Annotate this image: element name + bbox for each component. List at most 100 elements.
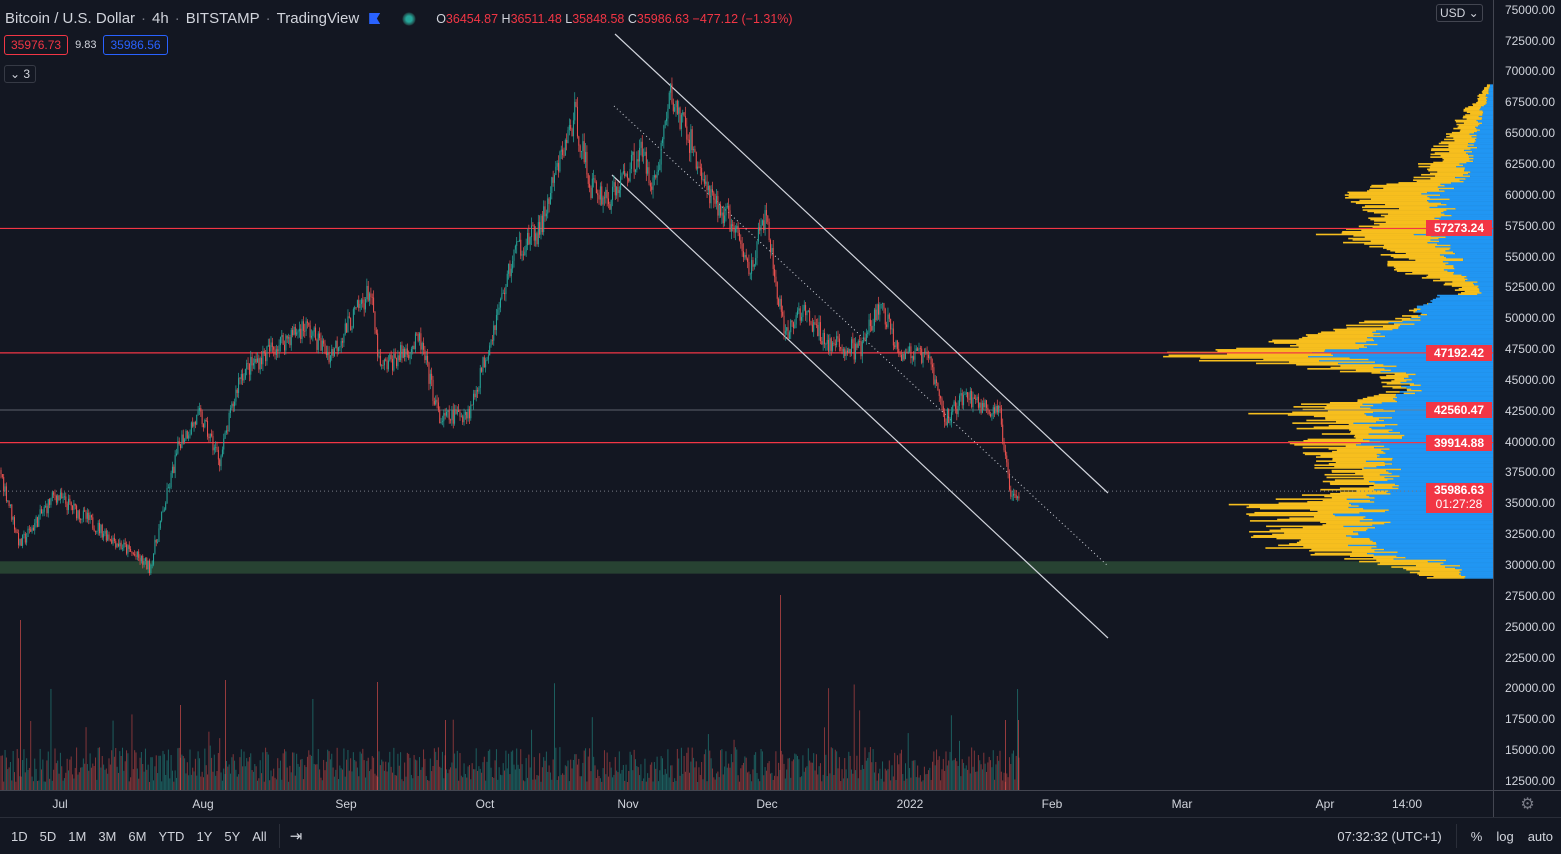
volume-profile-bar (1451, 214, 1493, 217)
volume-bar (109, 764, 111, 790)
volume-profile-bar (1476, 134, 1493, 137)
volume-bar (240, 749, 242, 790)
price-chart[interactable] (0, 0, 1493, 790)
candle-body (664, 121, 666, 126)
candle-body (826, 339, 828, 344)
candle-body (176, 453, 177, 456)
volume-profile-bar (1402, 320, 1493, 323)
volume-bar (374, 773, 376, 790)
candle-body (531, 225, 533, 238)
clock[interactable]: 07:32:32 (UTC+1) (1337, 828, 1442, 844)
auto-toggle[interactable]: auto (1527, 828, 1553, 844)
volume-profile-bar (1445, 236, 1493, 238)
candle-body (589, 183, 591, 188)
range-button-ytd[interactable]: YTD (158, 828, 185, 844)
candle-body (512, 260, 514, 269)
settings-gear-icon[interactable]: ⚙ (1493, 790, 1561, 817)
volume-bar (173, 781, 175, 790)
volume-profile-bar (1383, 244, 1451, 247)
volume-bar (743, 762, 744, 790)
volume-bar (876, 780, 878, 790)
candle-body (119, 542, 121, 547)
volume-bar (814, 770, 816, 790)
buy-button[interactable]: 35986.56 (103, 35, 168, 55)
range-button-3m[interactable]: 3M (98, 828, 117, 844)
candle-body (945, 421, 947, 426)
candle-body (317, 333, 319, 350)
volume-bar (986, 771, 987, 790)
candle-body (279, 337, 281, 346)
candle-body (586, 152, 588, 175)
volume-profile-bar (1345, 445, 1385, 448)
candle-body (861, 341, 863, 357)
candle-body (728, 205, 730, 211)
candle-body (547, 198, 549, 214)
sell-button[interactable]: 35976.73 (4, 35, 69, 55)
volume-bar (316, 764, 318, 790)
volume-bar (771, 772, 773, 790)
range-button-1m[interactable]: 1M (68, 828, 87, 844)
volume-profile-bar (1463, 115, 1479, 118)
flag-icon[interactable] (369, 13, 381, 24)
percent-toggle[interactable]: % (1470, 828, 1483, 844)
volume-profile-bar (1307, 438, 1364, 441)
volume-profile-bar (1479, 129, 1493, 131)
volume-bar (397, 753, 399, 790)
range-button-1y[interactable]: 1Y (196, 828, 213, 844)
candle-body (976, 396, 978, 400)
volume-bar (884, 768, 886, 790)
candle-body (961, 393, 963, 406)
candle-body (88, 512, 90, 521)
candle-body (139, 557, 141, 562)
volume-profile-bar (1269, 529, 1367, 532)
price-axis-label: 35000.00 (1504, 496, 1555, 511)
volume-bar (392, 772, 393, 790)
price-axis-label: 40000.00 (1504, 434, 1555, 449)
volume-bar (579, 776, 581, 790)
volume-bar (913, 760, 915, 790)
volume-bar (957, 765, 959, 790)
volume-profile-bar (1385, 203, 1447, 206)
volume-bar (560, 774, 562, 790)
candle-body (362, 299, 364, 304)
range-button-6m[interactable]: 6M (128, 828, 147, 844)
candle-body (745, 254, 747, 259)
indicators-toggle[interactable]: ⌄ 3 (4, 65, 37, 83)
volume-profile-bar (1450, 247, 1493, 249)
volume-profile-bar (1325, 349, 1493, 351)
range-button-5d[interactable]: 5D (39, 828, 57, 844)
volume-bar (119, 751, 121, 790)
volume-bar (527, 777, 528, 790)
range-button-1d[interactable]: 1D (11, 828, 28, 844)
volume-bar (290, 772, 292, 790)
go-to-date-icon[interactable]: ⇥ (289, 828, 303, 845)
interval[interactable]: 4h (152, 10, 169, 27)
volume-profile-bar (1373, 395, 1396, 397)
candle-body (963, 394, 965, 406)
candle-body (323, 340, 325, 344)
range-button-5y[interactable]: 5Y (224, 828, 241, 844)
volume-profile-bar (1479, 289, 1493, 291)
price-axis[interactable]: 75000.00 72500.00 70000.00 67500.00 65000.00… (1426, 0, 1561, 790)
candle-body (571, 128, 573, 137)
candle-body (856, 343, 858, 348)
volume-profile-bar (1431, 148, 1471, 150)
log-toggle[interactable]: log (1496, 828, 1514, 844)
range-button-all[interactable]: All (252, 828, 267, 844)
volume-bar (779, 769, 781, 790)
volume-bar (765, 770, 767, 790)
volume-bar (880, 778, 882, 790)
candle-body (545, 213, 547, 217)
volume-bar (514, 769, 516, 790)
candle-body (396, 357, 398, 367)
volume-bar (159, 755, 161, 790)
volume-bar (174, 770, 176, 790)
symbol-name[interactable]: Bitcoin / U.S. Dollar (5, 10, 136, 27)
time-axis[interactable]: Jul Aug Sep Oct Nov Dec 2022 Feb Mar Apr 14:00 (0, 790, 1493, 817)
volume-bar (806, 766, 808, 790)
market-status-icon[interactable] (402, 11, 417, 26)
currency-select[interactable]: USD ⌄ (1436, 4, 1483, 22)
candle-body (216, 447, 218, 451)
candle-body (491, 340, 493, 342)
candle-body (980, 402, 982, 413)
